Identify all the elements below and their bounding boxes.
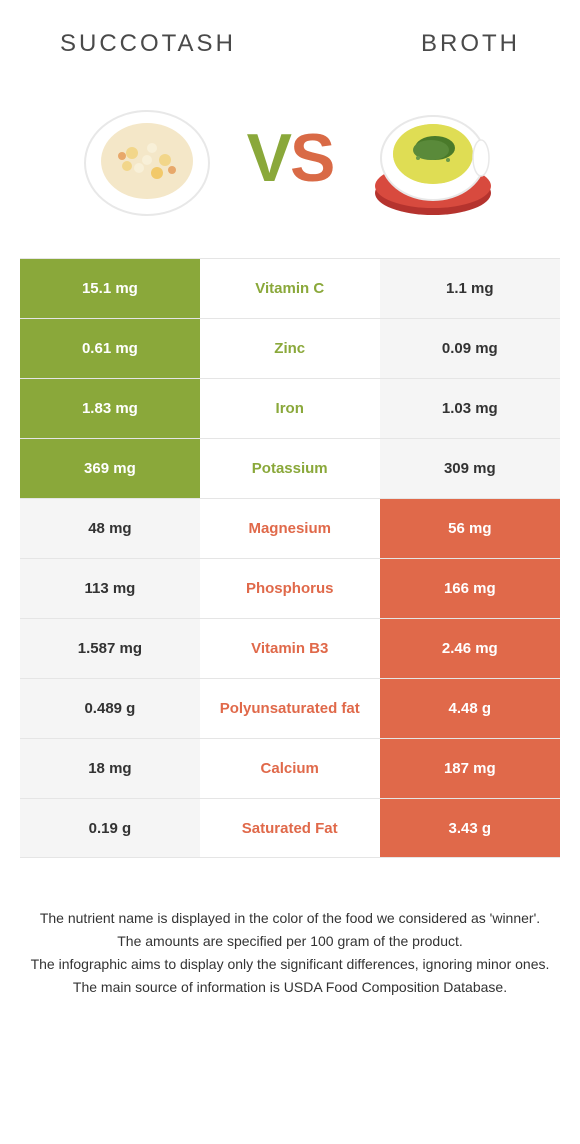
footer-line: The amounts are specified per 100 gram o… [30, 931, 550, 952]
title-right: Broth [421, 30, 520, 58]
nutrient-label: Iron [200, 379, 380, 438]
table-row: 113 mgPhosphorus166 mg [20, 558, 560, 618]
value-right: 166 mg [380, 559, 560, 618]
nutrient-label: Magnesium [200, 499, 380, 558]
footer-notes: The nutrient name is displayed in the co… [0, 858, 580, 1020]
nutrient-label: Phosphorus [200, 559, 380, 618]
nutrient-label: Polyunsaturated fat [200, 679, 380, 738]
table-row: 18 mgCalcium187 mg [20, 738, 560, 798]
value-right: 0.09 mg [380, 319, 560, 378]
value-right: 1.1 mg [380, 259, 560, 318]
value-left: 0.61 mg [20, 319, 200, 378]
value-left: 18 mg [20, 739, 200, 798]
value-left: 48 mg [20, 499, 200, 558]
table-row: 1.83 mgIron1.03 mg [20, 378, 560, 438]
value-right: 1.03 mg [380, 379, 560, 438]
value-right: 2.46 mg [380, 619, 560, 678]
footer-line: The main source of information is USDA F… [30, 977, 550, 998]
nutrient-label: Saturated Fat [200, 799, 380, 857]
vs-v: V [247, 120, 290, 196]
images-row: VS [0, 68, 580, 258]
value-right: 4.48 g [380, 679, 560, 738]
table-row: 15.1 mgVitamin C1.1 mg [20, 258, 560, 318]
table-row: 0.61 mgZinc0.09 mg [20, 318, 560, 378]
table-row: 0.489 gPolyunsaturated fat4.48 g [20, 678, 560, 738]
value-left: 15.1 mg [20, 259, 200, 318]
title-left: Succotash [60, 30, 236, 58]
nutrient-table: 15.1 mgVitamin C1.1 mg0.61 mgZinc0.09 mg… [20, 258, 560, 858]
table-row: 0.19 gSaturated Fat3.43 g [20, 798, 560, 858]
table-row: 1.587 mgVitamin B32.46 mg [20, 618, 560, 678]
footer-line: The infographic aims to display only the… [30, 954, 550, 975]
value-right: 3.43 g [380, 799, 560, 857]
vs-label: VS [247, 119, 334, 197]
food-image-left [77, 88, 217, 228]
value-left: 1.83 mg [20, 379, 200, 438]
table-row: 48 mgMagnesium56 mg [20, 498, 560, 558]
nutrient-label: Vitamin B3 [200, 619, 380, 678]
value-left: 0.489 g [20, 679, 200, 738]
nutrient-label: Vitamin C [200, 259, 380, 318]
header-row: Succotash Broth [0, 0, 580, 68]
table-row: 369 mgPotassium309 mg [20, 438, 560, 498]
value-left: 0.19 g [20, 799, 200, 857]
value-right: 187 mg [380, 739, 560, 798]
infographic-container: Succotash Broth VS [0, 0, 580, 1020]
value-right: 56 mg [380, 499, 560, 558]
value-left: 369 mg [20, 439, 200, 498]
nutrient-label: Calcium [200, 739, 380, 798]
value-left: 113 mg [20, 559, 200, 618]
nutrient-label: Zinc [200, 319, 380, 378]
value-right: 309 mg [380, 439, 560, 498]
value-left: 1.587 mg [20, 619, 200, 678]
footer-line: The nutrient name is displayed in the co… [30, 908, 550, 929]
nutrient-label: Potassium [200, 439, 380, 498]
vs-s: S [290, 120, 333, 196]
food-image-right [363, 88, 503, 228]
